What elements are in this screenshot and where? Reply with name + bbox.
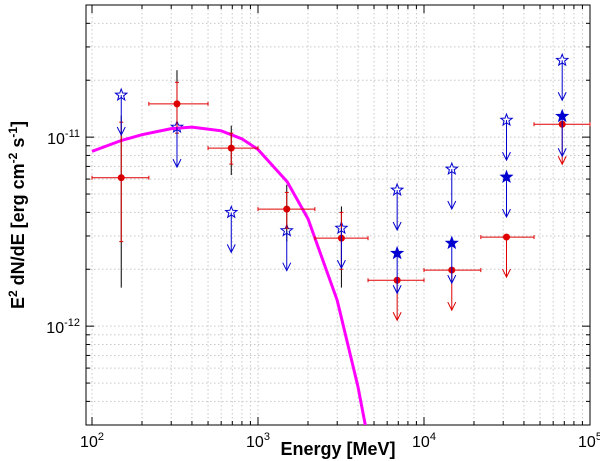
upper-limit-arrow-head (502, 208, 511, 219)
upper-limit-arrow-head (502, 151, 511, 162)
y-axis-label-part: ] (8, 121, 28, 127)
upper-limit-arrow-head (116, 126, 126, 137)
tick-label-base: 10 (80, 434, 98, 451)
tick-label-exponent: 3 (264, 431, 270, 443)
upper-limit-arrow-head (557, 147, 567, 158)
tick-label-exponent: -12 (64, 317, 80, 329)
tick-label: 105 (578, 431, 600, 451)
tick-label-base: 10 (412, 434, 430, 451)
model-curve (91, 125, 367, 425)
y-axis-label-part: s (8, 138, 28, 153)
upper-limit-arrow-head (557, 92, 567, 102)
upper-limit-arrow-head (447, 274, 457, 285)
upper-limit-arrow-head (447, 200, 457, 211)
upper-limit-arrow-head (392, 221, 402, 232)
upper-limit-arrow-head (392, 311, 402, 322)
upper-limit-arrow-head (447, 301, 457, 312)
tick-label-exponent: 5 (596, 431, 600, 443)
plot-frame (85, 4, 591, 426)
x-axis-label: Energy [MeV] (280, 439, 395, 459)
upper-limit-arrow-head (282, 262, 292, 272)
upper-limit-arrow-head (336, 259, 346, 270)
y-axis-label-sup: 2 (6, 290, 20, 297)
upper-limit-arrow-head (392, 285, 402, 295)
upper-limit-arrow-head (557, 156, 567, 166)
y-axis-label-part: dN/dE [erg cm (8, 163, 28, 290)
tick-label: 103 (246, 431, 270, 451)
tick-label-base: 10 (47, 131, 65, 148)
tick-label-base: 10 (46, 320, 64, 337)
tick-label-base: 10 (578, 434, 596, 451)
tick-label: 102 (80, 431, 104, 451)
tick-label-base: 10 (246, 434, 264, 451)
tick-label-exponent: 4 (430, 431, 436, 443)
upper-limit-arrow-head (226, 244, 236, 254)
upper-limit-arrow-head (172, 158, 182, 169)
tick-label-exponent: -11 (65, 128, 80, 140)
tick-label: 10-12 (46, 317, 80, 337)
y-axis-label-sup: -1 (6, 127, 20, 138)
upper-limit-arrow-head (502, 268, 511, 279)
y-axis-label-part: E (8, 297, 28, 309)
tick-label: 10-11 (47, 128, 80, 148)
y-axis-label-sup: -2 (6, 152, 20, 163)
tick-label-exponent: 2 (98, 431, 104, 443)
y-axis-label: E2 dN/dE [erg cm-2 s-1] (6, 121, 28, 309)
tick-label: 104 (412, 431, 436, 451)
